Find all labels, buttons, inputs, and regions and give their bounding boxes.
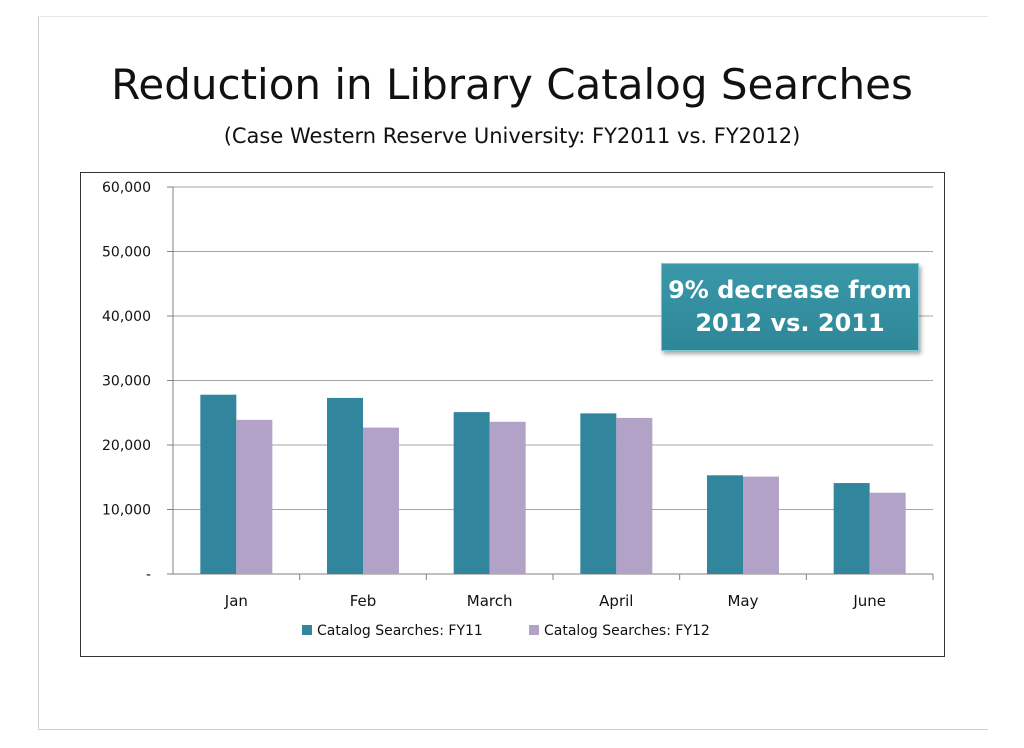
y-tick-label: 50,000 [102, 245, 151, 261]
bar-march-series-2 [489, 421, 526, 574]
bar-feb-series-1 [327, 397, 363, 574]
x-tick-label: Feb [350, 592, 377, 610]
legend-swatch [529, 625, 539, 635]
bar-may-series-2 [743, 476, 779, 574]
callout-line-2: 2012 vs. 2011 [695, 309, 885, 337]
y-tick-label: 40,000 [102, 309, 151, 325]
legend-swatch [302, 625, 312, 635]
x-tick-label: Jan [224, 592, 248, 610]
bar-feb-series-2 [363, 427, 399, 574]
bar-june-series-2 [869, 492, 906, 574]
bar-june-series-1 [833, 483, 870, 574]
y-tick-label: 10,000 [102, 503, 151, 519]
y-tick-label: 60,000 [102, 180, 151, 196]
bar-chart: - 10,000 20,000 30,000 40,000 50,000 60,000 Jan… [102, 180, 934, 639]
y-tick-label: - [146, 567, 151, 583]
x-tick-label: March [467, 592, 513, 610]
slide-subtitle: (Case Western Reserve University: FY2011… [223, 124, 801, 148]
bar-jan-series-2 [236, 419, 273, 574]
x-tick-label: June [852, 592, 886, 610]
decrease-callout: 9% decrease from 2012 vs. 2011 [661, 263, 919, 351]
chart-frame: - 10,000 20,000 30,000 40,000 50,000 60,000 Jan… [80, 172, 945, 657]
y-tick-label: 20,000 [102, 438, 151, 454]
slide-title: Reduction in Library Catalog Searches [111, 60, 913, 109]
legend-label: Catalog Searches: FY11 [317, 623, 483, 639]
bar-march-series-1 [453, 412, 490, 574]
bar-april-series-2 [616, 417, 653, 574]
legend-label: Catalog Searches: FY12 [544, 623, 710, 639]
callout-line-1: 9% decrease from [668, 276, 912, 304]
x-tick-label: May [727, 592, 758, 610]
x-tick-label: April [599, 592, 633, 610]
bar-may-series-1 [707, 475, 743, 574]
bar-jan-series-1 [200, 394, 237, 574]
bar-april-series-1 [580, 413, 617, 574]
y-tick-label: 30,000 [102, 374, 151, 390]
